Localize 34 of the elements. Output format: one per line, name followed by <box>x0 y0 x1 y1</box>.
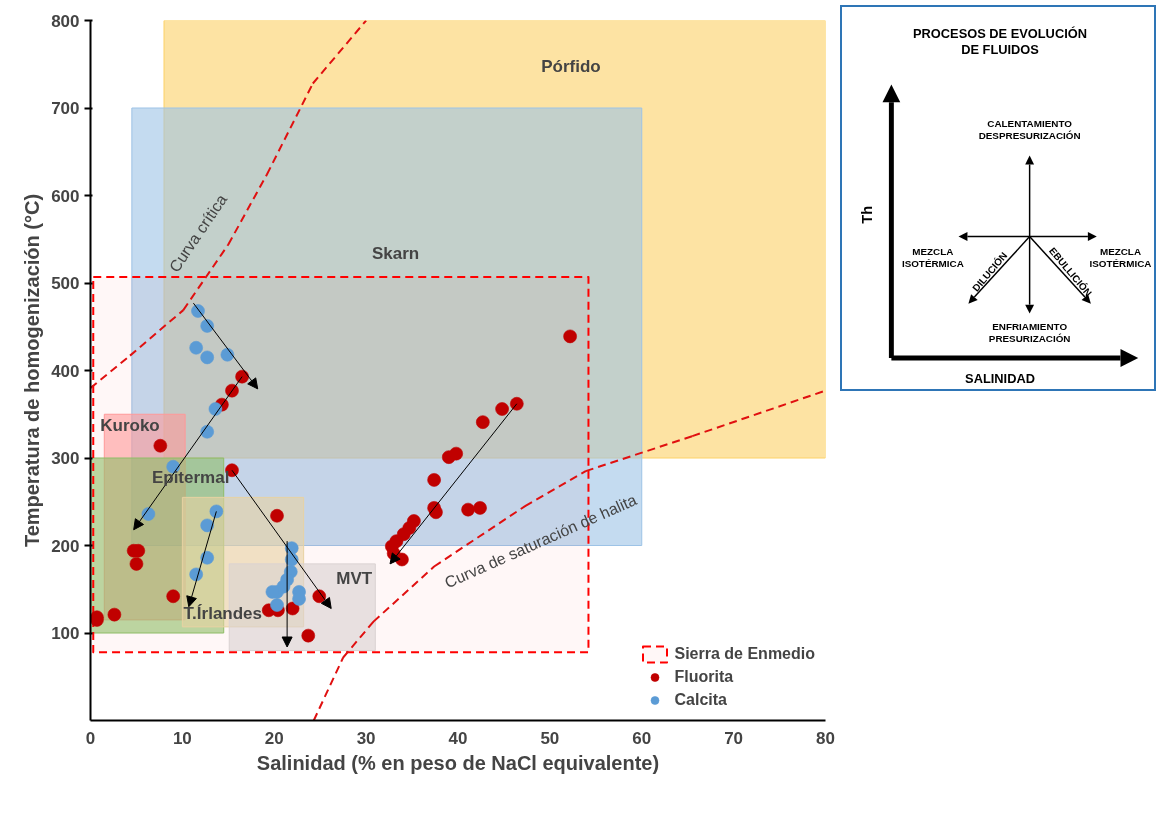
text: PROCESOS DE EVOLUCIÓN DE FLUIDOS <box>913 26 1087 58</box>
annotation: Skarn <box>371 243 420 263</box>
y-tick-label: 500 <box>51 274 80 293</box>
annotation: Kuroko <box>100 416 160 436</box>
legend-label: Fluorita <box>674 668 734 686</box>
y-tick-label: 100 <box>51 624 80 643</box>
x-tick-label: 70 <box>724 728 744 748</box>
legend-label: Sierra de Enmedio <box>674 645 815 663</box>
text: MEZCLA ISOTÉRMICA <box>1089 245 1152 270</box>
y-tick-label: 200 <box>51 536 80 556</box>
x-axis-title: Salinidad (% en peso de NaCl equivalente) <box>256 751 660 774</box>
annotation: MVT <box>336 569 373 589</box>
legend-label: Calcita <box>674 691 727 709</box>
x-tick-label: 10 <box>172 728 192 748</box>
y-tick-label: 600 <box>51 186 80 206</box>
text: CALENTAMIENTO DESPRESURIZACIÓN <box>978 117 1081 141</box>
x-tick-label: 50 <box>540 728 560 748</box>
y-tick-label: 700 <box>51 99 80 118</box>
x-tick-label: 30 <box>356 728 376 748</box>
x-tick-label: 20 <box>264 728 284 748</box>
text: Th <box>858 205 875 224</box>
text: MEZCLA ISOTÉRMICA <box>901 245 964 270</box>
annotation: T.Írlandes <box>183 604 263 624</box>
y-tick-label: 300 <box>51 449 80 468</box>
text: ENFRIAMIENTO PRESURIZACIÓN <box>988 320 1071 345</box>
x-tick-label: 60 <box>632 728 652 748</box>
x-tick-label: 80 <box>816 728 835 748</box>
y-tick-label: 800 <box>51 11 80 31</box>
text: SALINIDAD <box>965 371 1035 387</box>
x-tick-label: 0 <box>85 728 96 748</box>
y-tick-label: 400 <box>51 361 80 381</box>
x-tick-label: 40 <box>448 728 468 748</box>
y-axis-title: Temperatura de homogenización (°C) <box>21 193 44 548</box>
annotation: Pórfido <box>541 57 601 77</box>
